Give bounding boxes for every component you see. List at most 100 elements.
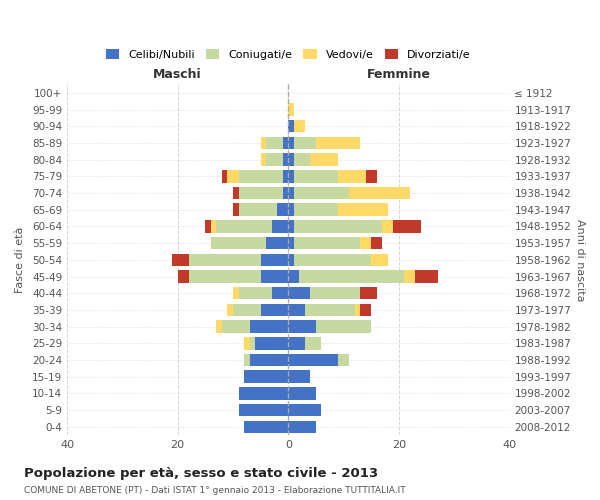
Bar — [189, 254, 260, 266]
Bar — [283, 136, 288, 149]
Bar — [404, 270, 415, 283]
Bar — [205, 220, 211, 232]
Bar — [227, 170, 239, 182]
Bar — [244, 354, 250, 366]
Bar — [288, 320, 316, 333]
Bar — [288, 370, 310, 383]
Bar — [266, 237, 288, 250]
Text: Femmine: Femmine — [367, 68, 431, 81]
Bar — [288, 287, 310, 300]
Bar — [294, 154, 310, 166]
Bar — [294, 170, 338, 182]
Bar — [338, 204, 388, 216]
Bar — [294, 187, 349, 200]
Text: Popolazione per età, sesso e stato civile - 2013: Popolazione per età, sesso e stato civil… — [24, 467, 378, 480]
Bar — [233, 187, 239, 200]
Bar — [277, 204, 288, 216]
Bar — [310, 154, 338, 166]
Bar — [178, 270, 189, 283]
Bar — [288, 204, 294, 216]
Bar — [239, 204, 277, 216]
Bar — [217, 220, 272, 232]
Bar — [294, 204, 338, 216]
Bar — [288, 337, 305, 349]
Bar — [294, 136, 316, 149]
Bar — [382, 220, 394, 232]
Bar — [288, 254, 294, 266]
Bar — [338, 170, 366, 182]
Bar — [288, 104, 294, 116]
Bar — [244, 420, 288, 433]
Bar — [283, 187, 288, 200]
Bar — [227, 304, 233, 316]
Bar — [338, 354, 349, 366]
Bar — [250, 354, 288, 366]
Bar — [305, 337, 322, 349]
Bar — [288, 237, 294, 250]
Legend: Celibi/Nubili, Coniugati/e, Vedovi/e, Divorziati/e: Celibi/Nubili, Coniugati/e, Vedovi/e, Di… — [101, 44, 475, 64]
Bar — [316, 136, 360, 149]
Bar — [233, 287, 239, 300]
Bar — [294, 220, 382, 232]
Bar — [211, 237, 266, 250]
Bar — [288, 220, 294, 232]
Bar — [283, 170, 288, 182]
Bar — [310, 287, 360, 300]
Bar — [394, 220, 421, 232]
Bar — [250, 320, 288, 333]
Bar — [288, 404, 322, 416]
Bar — [288, 420, 316, 433]
Bar — [172, 254, 189, 266]
Bar — [189, 270, 260, 283]
Bar — [288, 170, 294, 182]
Bar — [349, 187, 410, 200]
Bar — [255, 337, 288, 349]
Bar — [355, 304, 360, 316]
Bar — [260, 136, 266, 149]
Bar — [217, 320, 222, 333]
Bar — [415, 270, 437, 283]
Bar — [288, 270, 299, 283]
Bar — [266, 136, 283, 149]
Bar — [305, 304, 355, 316]
Bar — [360, 287, 377, 300]
Bar — [239, 187, 283, 200]
Bar — [360, 237, 371, 250]
Bar — [233, 304, 260, 316]
Bar — [371, 254, 388, 266]
Bar — [299, 270, 404, 283]
Y-axis label: Anni di nascita: Anni di nascita — [575, 218, 585, 301]
Bar — [288, 136, 294, 149]
Bar — [294, 237, 360, 250]
Bar — [260, 254, 288, 266]
Bar — [260, 304, 288, 316]
Bar — [294, 120, 305, 132]
Bar — [288, 187, 294, 200]
Bar — [288, 154, 294, 166]
Bar — [260, 154, 266, 166]
Bar — [371, 237, 382, 250]
Bar — [366, 170, 377, 182]
Bar — [360, 304, 371, 316]
Bar — [272, 220, 288, 232]
Bar — [211, 220, 217, 232]
Text: Maschi: Maschi — [154, 68, 202, 81]
Bar — [239, 170, 283, 182]
Bar — [316, 320, 371, 333]
Bar — [272, 287, 288, 300]
Bar — [250, 337, 255, 349]
Bar — [239, 387, 288, 400]
Y-axis label: Fasce di età: Fasce di età — [15, 226, 25, 293]
Bar — [288, 120, 294, 132]
Bar — [244, 370, 288, 383]
Bar — [244, 337, 250, 349]
Bar — [222, 170, 227, 182]
Text: COMUNE DI ABETONE (PT) - Dati ISTAT 1° gennaio 2013 - Elaborazione TUTTITALIA.IT: COMUNE DI ABETONE (PT) - Dati ISTAT 1° g… — [24, 486, 406, 495]
Bar — [294, 254, 371, 266]
Bar — [233, 204, 239, 216]
Bar — [288, 304, 305, 316]
Bar — [239, 404, 288, 416]
Bar — [239, 287, 272, 300]
Bar — [288, 387, 316, 400]
Bar — [283, 154, 288, 166]
